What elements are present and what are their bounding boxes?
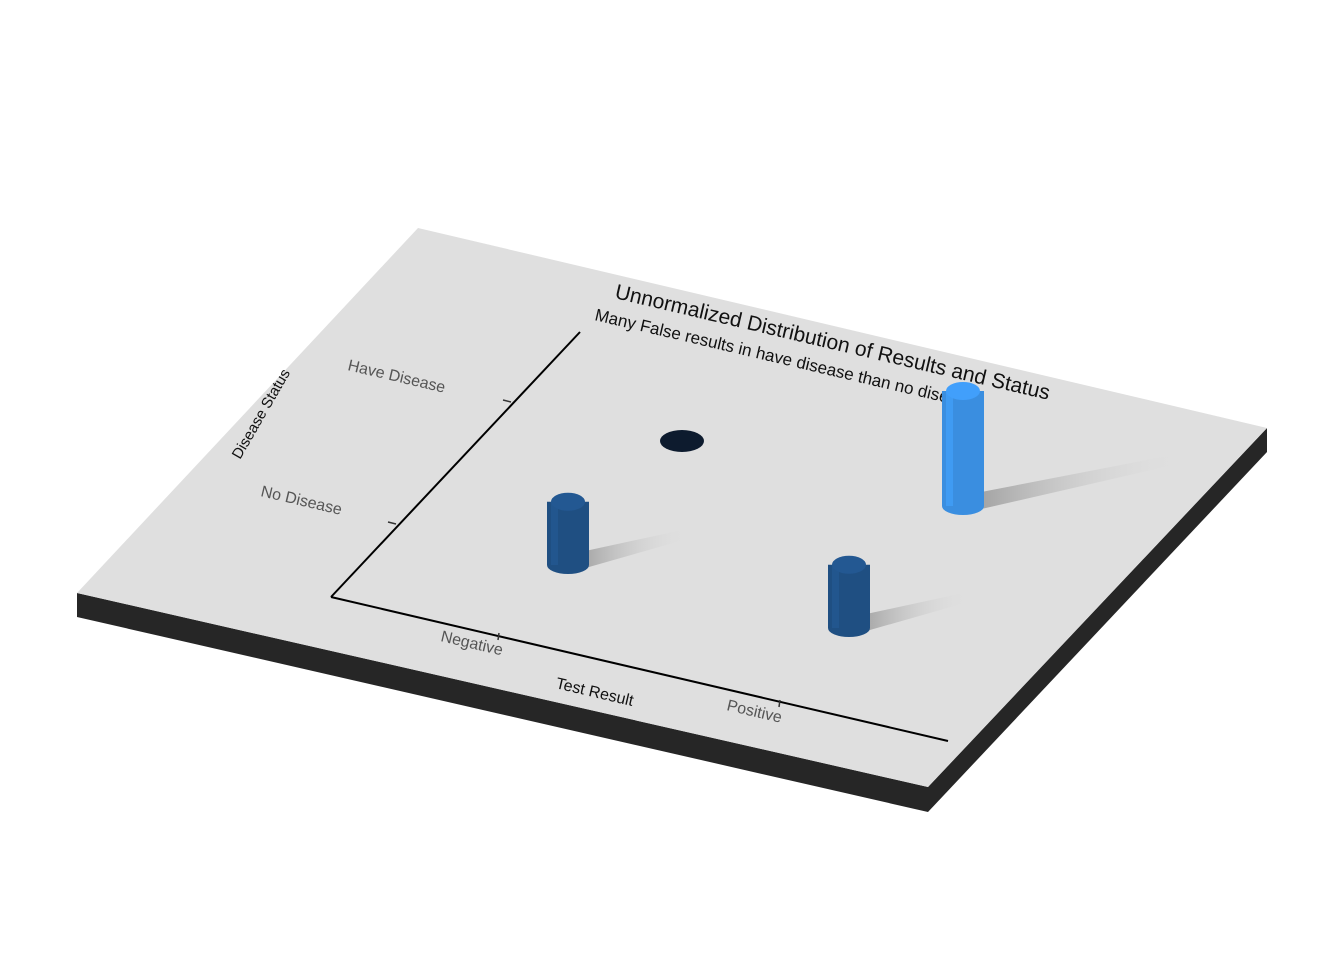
data-point-positive-have-disease	[942, 382, 1182, 515]
point-shadow	[576, 528, 689, 569]
data-point-negative-no-disease	[547, 492, 689, 574]
base-plate	[77, 228, 1267, 812]
point-column-highlight	[946, 391, 953, 506]
point-shadow	[971, 453, 1182, 510]
point-shadow	[857, 591, 970, 632]
point-flat-marker	[660, 430, 704, 452]
x-tick-negative	[497, 632, 500, 641]
point-column-top	[551, 492, 585, 511]
data-point-positive-no-disease	[828, 555, 970, 637]
x-tick-positive	[778, 699, 781, 708]
point-column-top	[946, 382, 980, 400]
plate-front-side	[77, 593, 928, 812]
point-column-highlight	[832, 564, 839, 628]
plate-right-side	[928, 428, 1267, 812]
x-axis-line	[330, 596, 949, 742]
axes	[330, 331, 949, 742]
point-column-top	[832, 555, 866, 574]
data-points	[547, 382, 1182, 637]
data-point-negative-have-disease	[660, 430, 704, 452]
y-axis-line	[330, 331, 581, 598]
point-column-highlight	[551, 501, 558, 565]
plate-top	[77, 228, 1267, 787]
y-tick-no-disease	[387, 521, 397, 525]
y-tick-have-disease	[502, 399, 512, 403]
